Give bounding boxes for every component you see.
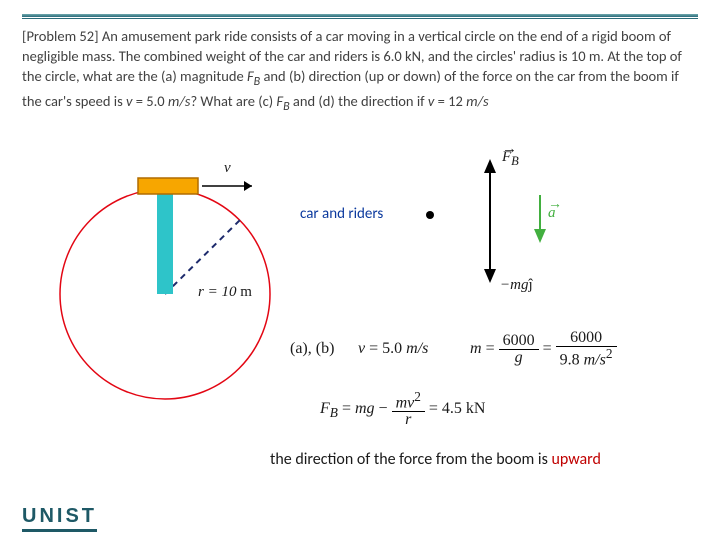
m-num1: 6000: [499, 333, 539, 350]
fb-rhs: = 4.5 kN: [429, 400, 486, 417]
boom: [157, 192, 173, 294]
fbd-svg: [400, 155, 640, 325]
direction-word: upward: [551, 450, 600, 469]
direction-sentence: the direction of the force from the boom…: [270, 450, 601, 469]
top-rule: [22, 14, 698, 20]
ride-diagram: v r = 10 m: [50, 154, 280, 404]
mg-arrow-head: [484, 269, 496, 283]
r-label-value: r = 10: [198, 284, 240, 300]
free-body-diagram: F→B a→ −mgĵ car and riders: [400, 155, 640, 325]
direction-text: the direction of the force from the boom…: [270, 450, 551, 469]
m-num2: 6000: [556, 330, 617, 347]
m-equation: m = 6000 g = 6000 9.8 m/s2: [470, 330, 617, 368]
fb-label: F→B: [502, 149, 519, 169]
unist-logo: UNIST: [22, 505, 97, 528]
v-label: v: [224, 160, 231, 177]
a-arrow-head: [534, 229, 546, 243]
r-label-unit: m: [240, 284, 252, 300]
fb-den: r: [392, 412, 425, 428]
car-dot: [426, 211, 434, 219]
r-label: r = 10 m: [198, 284, 252, 301]
car-riders-label: car and riders: [300, 205, 383, 223]
car: [138, 178, 198, 194]
ride-svg: [50, 154, 280, 404]
m-den1: g: [499, 350, 539, 366]
fb-arrow-head: [484, 159, 496, 173]
v-arrow-head: [244, 181, 252, 191]
fb-equation: FB = mg − mv2 r = 4.5 kN: [320, 390, 485, 428]
v-value: v = 5.0 m/s: [358, 340, 428, 358]
problem-statement: [Problem 52] An amusement park ride cons…: [22, 26, 698, 115]
radius-dashed: [165, 220, 240, 294]
ab-tag: (a), (b): [290, 340, 334, 358]
mg-label: −mgĵ: [500, 277, 533, 294]
a-label: a→: [548, 205, 556, 222]
